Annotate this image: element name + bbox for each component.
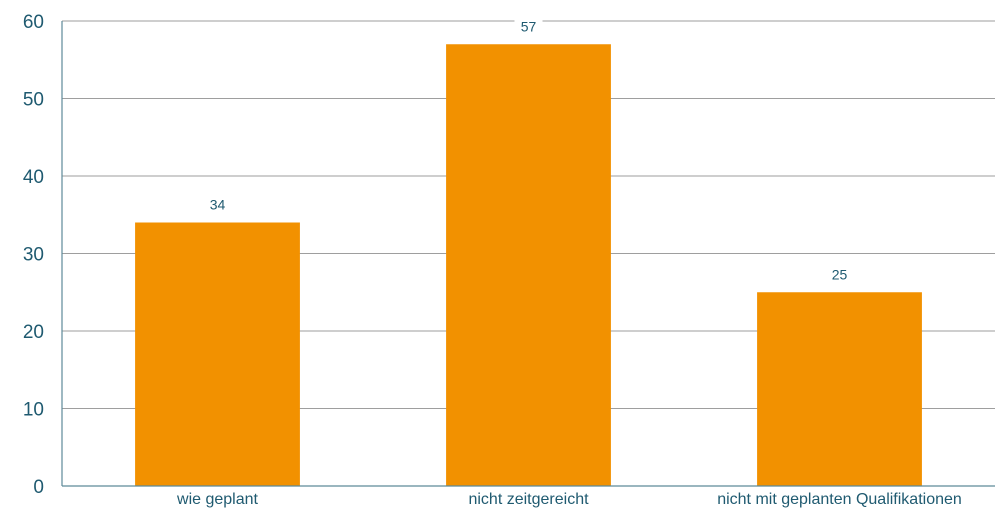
bar-1 [135, 222, 300, 486]
data-label-1: 34 [210, 197, 226, 213]
x-tick-label-1: wie geplant [176, 491, 259, 508]
y-tick-label-40: 40 [23, 167, 44, 188]
data-label-bg-3 [825, 262, 854, 285]
data-label-2: 57 [521, 18, 537, 34]
y-axis-ticks: 0 10 20 30 40 50 60 [23, 12, 44, 498]
y-tick-label-0: 0 [33, 477, 44, 498]
y-tick-label-50: 50 [23, 90, 44, 111]
x-tick-label-3: nicht mit geplanten Qualifikationen [717, 491, 962, 508]
bar-3 [757, 292, 922, 486]
y-tick-label-10: 10 [23, 400, 44, 421]
bars [135, 44, 922, 486]
x-axis-labels: wie geplant nicht zeitgereicht nicht mit g… [176, 491, 962, 508]
data-label-3: 25 [832, 266, 848, 282]
bar-2 [446, 44, 611, 486]
y-tick-label-60: 60 [23, 12, 44, 33]
x-tick-label-2: nicht zeitgereicht [468, 491, 589, 508]
data-labels: 34 57 25 [203, 14, 854, 285]
y-tick-label-30: 30 [23, 245, 44, 266]
data-label-bg-1 [203, 192, 232, 215]
y-tick-label-20: 20 [23, 322, 44, 343]
data-label-bg-2 [514, 14, 543, 37]
